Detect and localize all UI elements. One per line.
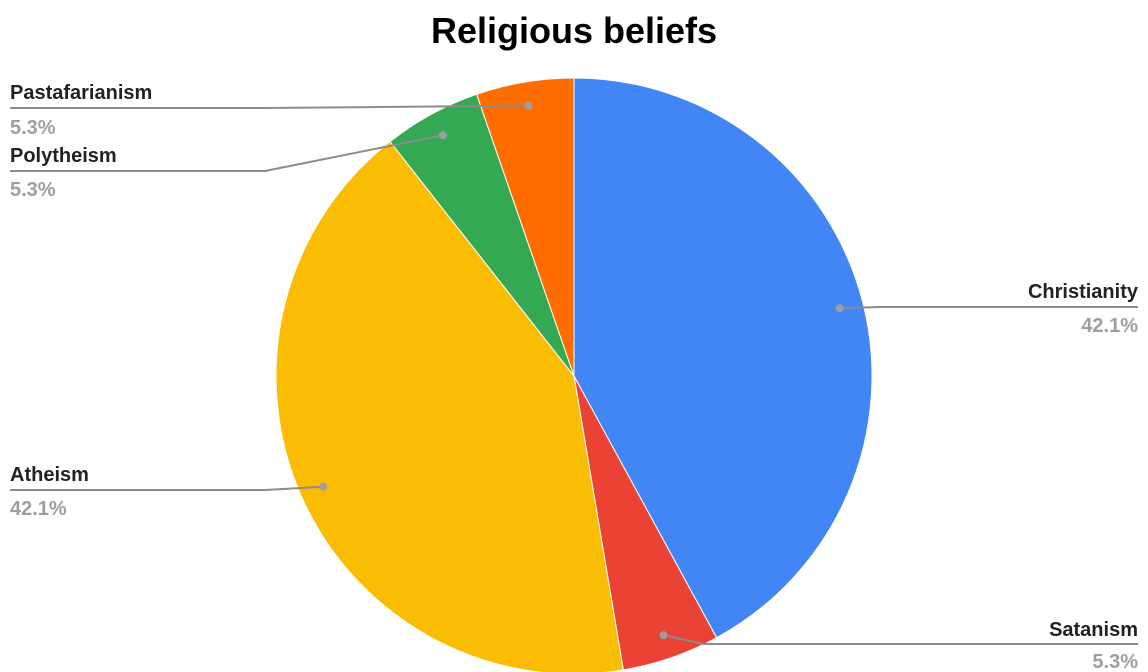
- leader-line-christianity: [839, 306, 1138, 310]
- slice-percent-atheism: 42.1%: [10, 498, 67, 520]
- leader-dot-polytheism: [438, 131, 447, 140]
- pie-slice-atheism: [275, 140, 624, 672]
- pie-slice-pastafarianism: [476, 77, 575, 377]
- slice-percent-christianity: 42.1%: [1081, 315, 1138, 337]
- leader-lines: [10, 101, 1138, 645]
- leader-line-polytheism: [10, 134, 443, 172]
- slice-label-pastafarianism: Pastafarianism: [10, 82, 152, 104]
- pie-slices: [275, 77, 873, 672]
- slice-label-atheism: Atheism: [10, 464, 89, 486]
- leader-dot-atheism: [319, 482, 328, 491]
- slice-label-satanism: Satanism: [1049, 619, 1138, 641]
- pie-slice-christianity: [573, 77, 873, 639]
- slice-label-christianity: Christianity: [1028, 281, 1139, 303]
- leader-dot-satanism: [659, 631, 668, 640]
- leader-line-satanism: [663, 634, 1138, 645]
- slice-percent-polytheism: 5.3%: [10, 179, 56, 201]
- leader-line-pastafarianism: [10, 104, 529, 109]
- leader-dot-pastafarianism: [524, 101, 533, 110]
- chart-title: Religious beliefs: [431, 10, 717, 51]
- leader-dot-christianity: [835, 304, 844, 313]
- slice-percent-pastafarianism: 5.3%: [10, 117, 56, 139]
- slice-label-polytheism: Polytheism: [10, 145, 117, 167]
- slice-percent-satanism: 5.3%: [1092, 651, 1138, 672]
- leader-line-atheism: [10, 485, 324, 491]
